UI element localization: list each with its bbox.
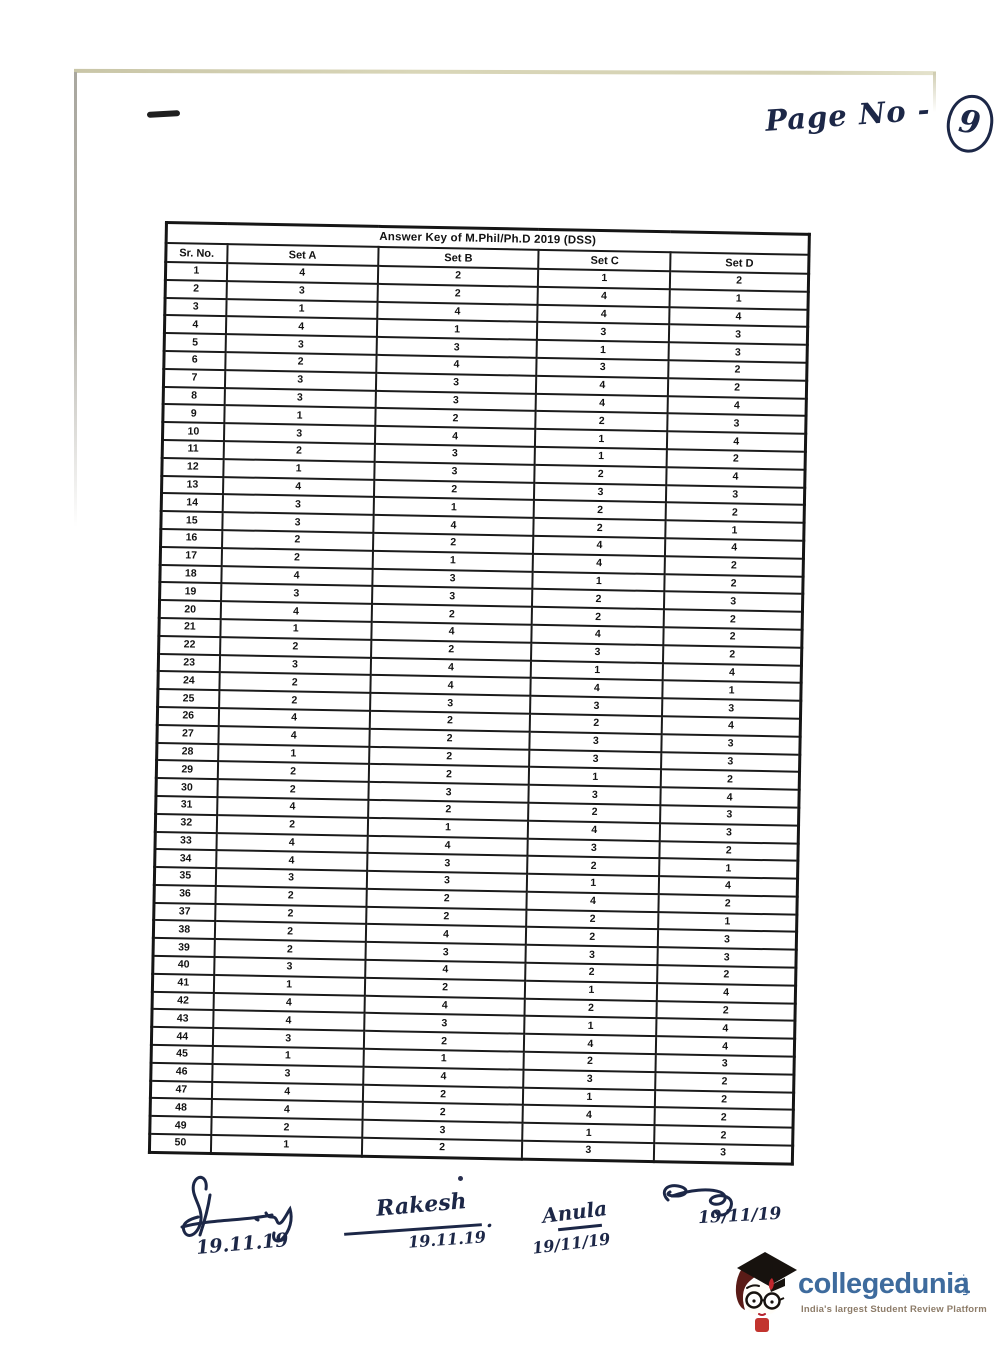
- sr-no-cell: 23: [158, 653, 220, 673]
- sr-no-cell: 14: [161, 493, 223, 513]
- answer-cell: 3: [522, 1140, 655, 1162]
- column-header-sr-no: Sr. No.: [165, 243, 228, 264]
- sr-no-cell: 50: [149, 1133, 211, 1154]
- signature-3: Anula 19/11/19: [531, 1196, 642, 1270]
- sr-no-cell: 28: [156, 742, 219, 762]
- collegedunia-tagline: India's largest Student Review Platform: [801, 1304, 987, 1315]
- signature-3-date: 19/11/19: [531, 1229, 612, 1258]
- sr-no-cell: 5: [164, 333, 226, 353]
- signature-4-scribble: [662, 1184, 733, 1217]
- paper-top-edge: [73, 68, 937, 76]
- answer-cell: 3: [654, 1143, 793, 1164]
- sr-no-cell: 40: [152, 955, 215, 975]
- sr-no-cell: 24: [157, 671, 220, 691]
- sr-no-cell: 8: [163, 386, 225, 406]
- sr-no-cell: 11: [162, 439, 224, 459]
- sr-no-cell: 12: [161, 457, 224, 477]
- pen-dash-mark: [146, 110, 181, 118]
- sr-no-cell: 18: [159, 564, 222, 584]
- answer-cell: 2: [361, 1137, 523, 1160]
- signature-2-dot: .: [486, 1208, 493, 1232]
- collegedunia-tld: .com: [961, 1274, 970, 1297]
- answer-cell: 1: [210, 1135, 362, 1157]
- collegedunia-mascot-icon: [735, 1252, 797, 1332]
- sr-no-cell: 34: [154, 849, 217, 869]
- ink-dot: [458, 1176, 463, 1181]
- sr-no-cell: 32: [155, 813, 217, 833]
- signature-4-date: 19/11/19: [697, 1203, 782, 1229]
- column-header-set-d: Set D: [670, 252, 809, 274]
- sr-no-cell: 45: [151, 1044, 213, 1064]
- sr-no-cell: 17: [160, 546, 222, 566]
- sr-no-cell: 10: [162, 422, 224, 442]
- signature-2-name: Rakesh: [375, 1188, 468, 1222]
- sr-no-cell: 26: [157, 706, 219, 726]
- sr-no-cell: 41: [152, 973, 214, 993]
- answer-key-table-wrapper: Answer Key of M.Phil/Ph.D 2019 (DSS) Sr.…: [147, 221, 811, 1166]
- sr-no-cell: 15: [160, 511, 223, 531]
- collegedunia-wordmark: collegedunia: [798, 1268, 970, 1300]
- sr-no-cell: 37: [153, 902, 216, 922]
- sr-no-cell: 47: [150, 1080, 212, 1100]
- sr-no-cell: 21: [158, 617, 221, 637]
- sr-no-cell: 4: [164, 315, 226, 335]
- sr-no-cell: 39: [153, 938, 215, 958]
- sr-no-cell: 44: [151, 1027, 213, 1047]
- signature-1-scribble: [180, 1175, 293, 1243]
- sr-no-cell: 3: [164, 297, 227, 317]
- sr-no-cell: 36: [154, 884, 216, 904]
- signature-1: 19.11.19: [168, 1175, 318, 1275]
- sr-no-cell: 46: [150, 1062, 213, 1082]
- sr-no-cell: 48: [150, 1098, 212, 1118]
- signature-2: Rakesh . 19.11.19: [344, 1188, 504, 1262]
- sr-no-cell: 7: [163, 368, 225, 388]
- paper-left-edge: [74, 72, 77, 527]
- sr-no-cell: 19: [159, 582, 221, 602]
- collegedunia-logo: collegedunia .com India's largest Studen…: [723, 1240, 991, 1350]
- sr-no-cell: 33: [154, 831, 217, 851]
- sr-no-cell: 25: [157, 689, 219, 708]
- page-no-value: 9: [942, 91, 997, 156]
- sr-no-cell: 6: [163, 350, 226, 370]
- sr-no-cell: 43: [151, 1009, 214, 1029]
- sr-no-cell: 35: [154, 867, 216, 886]
- sr-no-cell: 49: [149, 1116, 212, 1136]
- sr-no-cell: 31: [155, 795, 218, 815]
- sr-no-cell: 38: [153, 920, 215, 940]
- sr-no-cell: 1: [165, 262, 227, 281]
- paper-right-edge: [933, 72, 936, 112]
- column-header-set-c: Set C: [538, 249, 671, 272]
- sr-no-cell: 13: [161, 475, 223, 495]
- sr-no-cell: 42: [152, 991, 214, 1011]
- handwritten-page-number: Page No - 9: [764, 88, 997, 167]
- sr-no-cell: 30: [155, 778, 218, 797]
- sr-no-cell: 16: [160, 528, 222, 548]
- sr-no-cell: 22: [158, 635, 220, 655]
- page-no-label: Page No -: [764, 92, 932, 138]
- sr-no-cell: 20: [159, 600, 221, 620]
- sr-no-cell: 2: [165, 279, 227, 299]
- signature-2-date: 19.11.19: [407, 1227, 487, 1252]
- sr-no-cell: 29: [156, 760, 218, 780]
- answer-key-table: Answer Key of M.Phil/Ph.D 2019 (DSS) Sr.…: [147, 221, 811, 1166]
- sr-no-cell: 9: [162, 404, 225, 424]
- signature-4: 19/11/19: [658, 1180, 788, 1260]
- sr-no-cell: 27: [156, 724, 219, 744]
